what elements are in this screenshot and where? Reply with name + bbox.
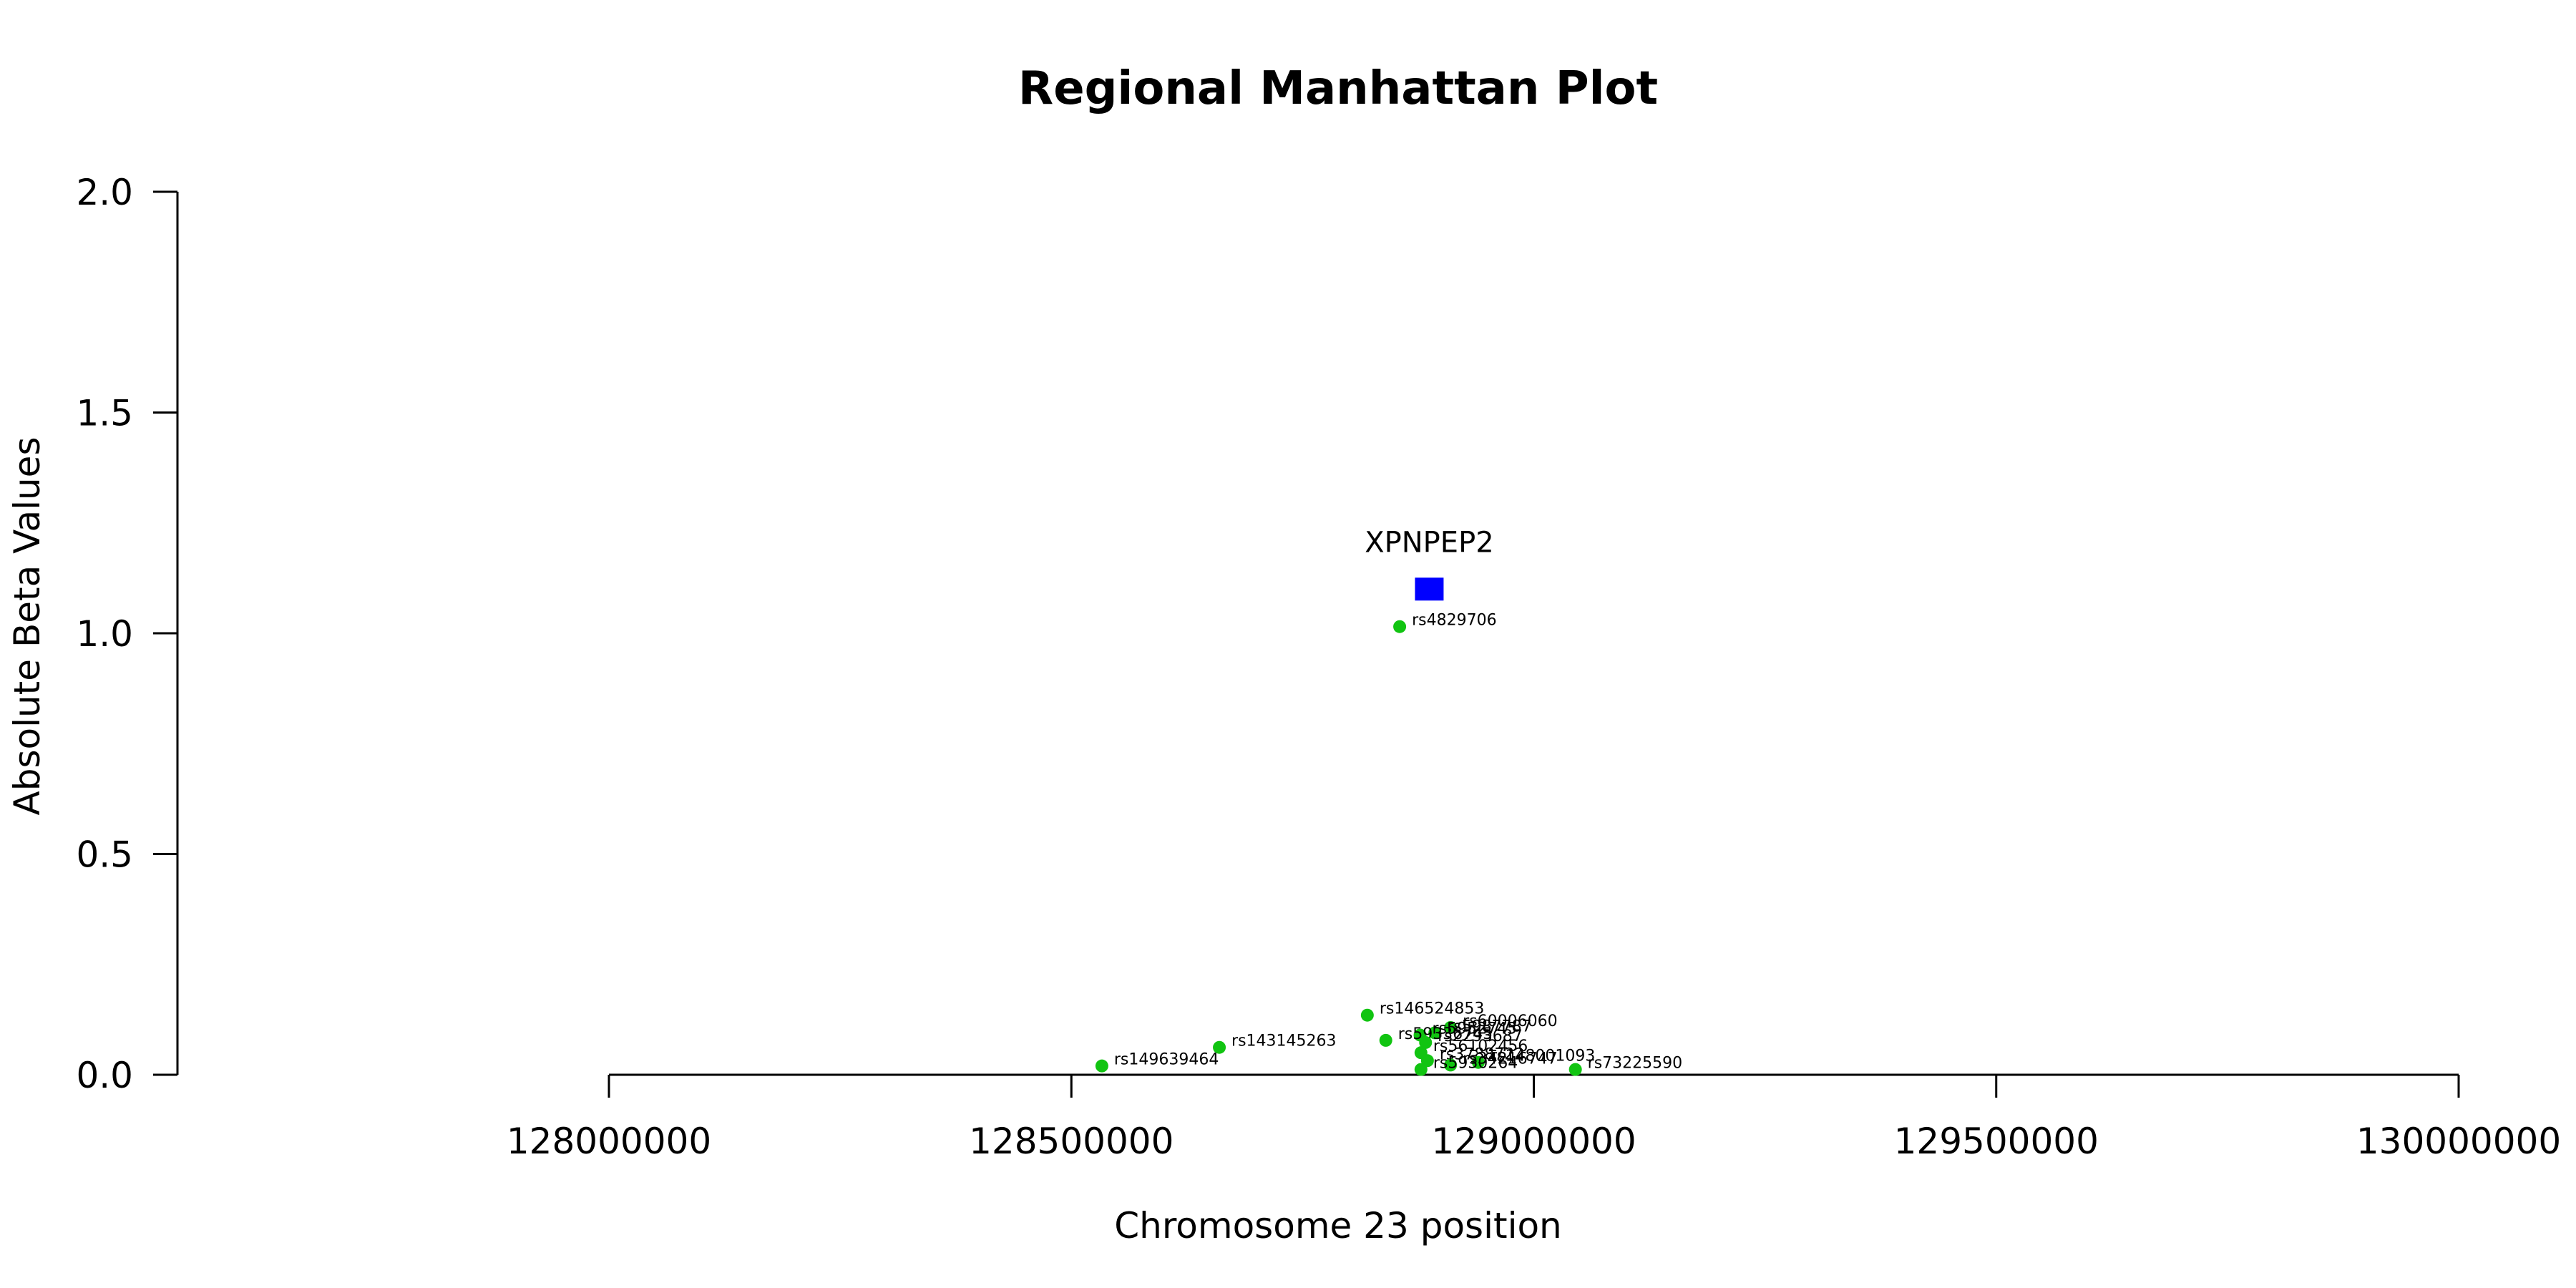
snp-point: [1419, 1035, 1433, 1049]
snp-point: [1414, 1063, 1428, 1076]
snp-label: rs149639464: [1114, 1051, 1219, 1069]
gene-marker-group: XPNPEP2: [1365, 526, 1494, 601]
x-axis: 128000000 128500000 129000000 129500000 1300…: [507, 1073, 2561, 1162]
snp-point: [1428, 1026, 1442, 1040]
snp-label: rs34216747: [1463, 1050, 1557, 1068]
gene-label: XPNPEP2: [1365, 526, 1493, 559]
snp-label: rs5952745: [1433, 1020, 1518, 1038]
y-tick-label: 1.0: [76, 613, 133, 655]
chart-title: Regional Manhattan Plot: [1018, 62, 1658, 115]
snp-label: rs5930264: [1433, 1055, 1518, 1073]
y-tick-label: 0.5: [76, 834, 133, 876]
x-tick-label: 130000000: [2356, 1121, 2561, 1162]
snp-label: rs143145263: [1231, 1033, 1336, 1050]
y-tick-label: 1.5: [76, 393, 133, 434]
y-tick-label: 2.0: [76, 172, 133, 213]
snp-point: [1568, 1063, 1582, 1076]
snp-point: [1360, 1008, 1374, 1022]
y-tick-label: 0.0: [76, 1055, 133, 1096]
snp-point: [1471, 1055, 1485, 1069]
snp-label: rs60006060: [1463, 1013, 1557, 1030]
snp-point: [1444, 1058, 1458, 1072]
y-axis: 0.0 0.5 1.0 1.5 2.0: [76, 172, 179, 1096]
data-points: rs4829706rs146524853rs60006060rs5987787r…: [1095, 612, 1682, 1076]
snp-point: [1444, 1020, 1458, 1034]
snp-label: rs4829706: [1412, 612, 1496, 630]
snp-point: [1213, 1040, 1226, 1054]
snp-point: [1379, 1033, 1392, 1047]
snp-label: rs59336745: [1398, 1025, 1493, 1043]
y-axis-label: Absolute Beta Values: [6, 437, 48, 816]
snp-label: rs73225590: [1588, 1055, 1682, 1073]
snp-label: rs2293687: [1438, 1028, 1522, 1045]
x-tick-label: 129500000: [1894, 1121, 2099, 1162]
snp-label: rs148001093: [1491, 1048, 1595, 1065]
x-tick-label: 128500000: [969, 1121, 1174, 1162]
gene-marker: [1415, 577, 1444, 601]
snp-label: rs146524853: [1380, 1000, 1484, 1018]
snp-point: [1420, 1054, 1434, 1068]
snp-point: [1393, 620, 1407, 633]
x-axis-label: Chromosome 23 position: [1114, 1205, 1562, 1246]
x-tick-label: 128000000: [507, 1121, 711, 1162]
snp-label: rs56102456: [1433, 1038, 1528, 1055]
x-tick-label: 129000000: [1431, 1121, 1636, 1162]
snp-label: rs5987787: [1447, 1018, 1532, 1035]
snp-point: [1095, 1059, 1108, 1073]
